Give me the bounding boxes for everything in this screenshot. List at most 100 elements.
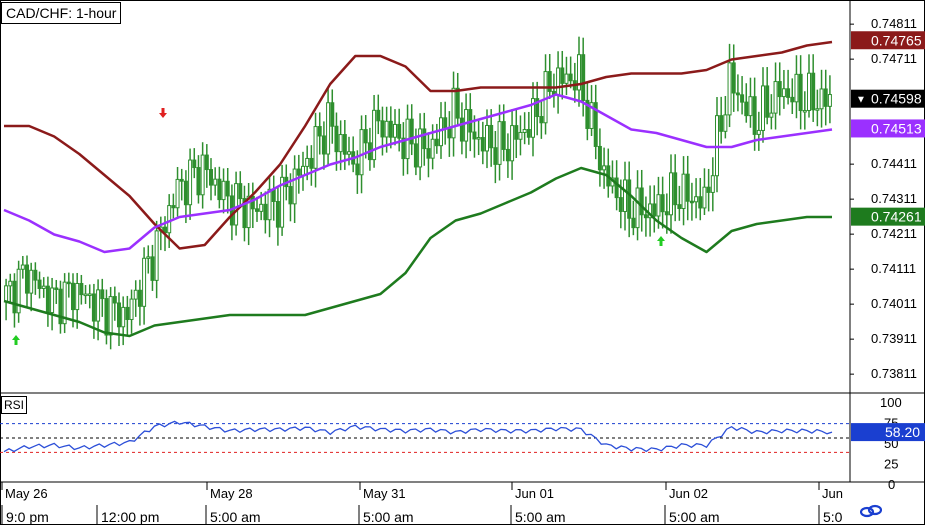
candle-body xyxy=(330,102,335,127)
candle-body xyxy=(547,71,552,92)
candle-body xyxy=(309,157,314,169)
candle xyxy=(589,85,594,137)
candle-body xyxy=(288,186,293,205)
candle-body xyxy=(112,296,117,304)
candle-body xyxy=(196,167,201,196)
candle xyxy=(58,280,63,334)
candle-body xyxy=(807,72,811,111)
candle-body xyxy=(656,194,661,217)
price-tick-label: 0.73911 xyxy=(871,331,917,346)
candle xyxy=(171,193,176,219)
candle xyxy=(802,91,807,130)
candle-body xyxy=(372,109,377,161)
candle-body xyxy=(819,88,824,110)
candle-body xyxy=(439,117,443,147)
candle-body xyxy=(79,282,84,296)
candle xyxy=(489,109,494,167)
candle-body xyxy=(489,124,494,149)
candle-body xyxy=(200,154,205,196)
candle-body xyxy=(192,159,197,169)
candle-body xyxy=(790,96,795,103)
candle xyxy=(137,279,142,326)
candle-body xyxy=(531,98,535,138)
arrow-down-icon xyxy=(159,108,167,118)
candle-body xyxy=(242,198,247,229)
candle-body xyxy=(409,118,414,145)
candle-body xyxy=(137,289,142,307)
candle xyxy=(610,160,615,194)
candle-body xyxy=(263,203,268,221)
candle xyxy=(459,102,464,155)
candle xyxy=(689,182,694,221)
candle xyxy=(376,94,381,135)
candle-body xyxy=(510,125,515,162)
candle xyxy=(510,109,515,180)
candle-body xyxy=(426,148,431,159)
candle-body xyxy=(811,72,816,111)
candle xyxy=(451,71,456,157)
candle xyxy=(71,273,75,328)
candle-body xyxy=(66,281,71,285)
candle xyxy=(104,289,109,345)
candle xyxy=(16,260,21,323)
candle xyxy=(133,280,138,317)
candle-body xyxy=(183,180,188,206)
candle xyxy=(819,69,824,128)
date-label: May 28 xyxy=(210,486,253,501)
candle xyxy=(543,54,548,135)
candle xyxy=(255,196,259,222)
candle-body xyxy=(685,173,690,202)
candle xyxy=(731,44,736,112)
candle xyxy=(493,131,498,184)
candle-body xyxy=(522,129,527,133)
time-label: 5:00 am xyxy=(210,509,261,525)
candle-body xyxy=(4,285,9,302)
rsi-line xyxy=(3,420,833,453)
candle-body xyxy=(781,88,786,98)
candle-body xyxy=(355,163,360,176)
price-tag-marker: ▼ xyxy=(856,95,866,106)
candle xyxy=(673,154,678,222)
candle-body xyxy=(150,256,155,281)
time-label: 5:00 am xyxy=(515,509,566,525)
candle xyxy=(221,168,226,214)
candle xyxy=(234,171,239,236)
candle xyxy=(447,111,452,157)
candle xyxy=(418,113,423,181)
candle-body xyxy=(777,81,782,98)
candle xyxy=(597,128,602,187)
candle xyxy=(807,54,811,118)
candle-body xyxy=(635,187,640,229)
candle-body xyxy=(568,73,573,82)
candle xyxy=(497,104,502,181)
candle-body xyxy=(455,87,460,119)
candle-body xyxy=(702,186,707,209)
candle-body xyxy=(765,85,770,118)
candle xyxy=(238,171,243,208)
candle-body xyxy=(221,180,226,201)
candle xyxy=(681,156,686,226)
candle-body xyxy=(485,124,489,152)
candle-body xyxy=(175,178,180,209)
date-label: Jun 01 xyxy=(515,486,554,501)
time-label: 9:0 pm xyxy=(6,509,49,525)
candle xyxy=(648,185,653,237)
candle xyxy=(748,77,753,128)
candle-body xyxy=(564,73,569,84)
link-icon[interactable] xyxy=(860,503,882,519)
rsi-current-tag xyxy=(851,423,925,442)
candle-body xyxy=(117,302,121,328)
candle xyxy=(117,292,121,346)
candle-body xyxy=(334,125,339,153)
candle xyxy=(108,287,113,350)
candle-body xyxy=(71,282,75,311)
candle xyxy=(480,121,485,165)
candle-body xyxy=(359,129,364,176)
candle xyxy=(769,94,774,130)
candle-body xyxy=(250,195,255,210)
candle-body xyxy=(430,138,435,159)
candle-body xyxy=(459,117,464,142)
candle xyxy=(393,109,397,146)
candle xyxy=(79,274,84,305)
candle-body xyxy=(589,102,594,129)
